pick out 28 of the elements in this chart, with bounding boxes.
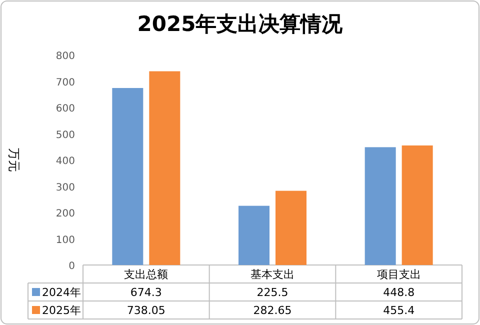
y-tick-label: 200: [56, 208, 75, 220]
legend-label: 2024年: [42, 286, 81, 299]
x-tick-label: 基本支出: [250, 268, 294, 281]
y-tick-label: 400: [56, 156, 75, 167]
bar: [238, 206, 270, 265]
y-tick-label: 600: [56, 104, 75, 114]
y-tick-label: 800: [56, 51, 75, 62]
data-label: 282.65: [253, 304, 292, 317]
bar: [276, 190, 306, 265]
data-label: 455.4: [383, 304, 415, 317]
y-tick-label: 100: [56, 234, 75, 246]
y-tick-label: 700: [56, 77, 75, 88]
bar: [364, 147, 396, 265]
bar: [149, 71, 180, 265]
y-tick-label: 300: [56, 182, 75, 194]
data-label: 448.8: [383, 286, 415, 299]
legend-label: 2025年: [42, 304, 81, 317]
x-tick-label: 项目支出: [376, 268, 421, 281]
data-label: 738.05: [126, 304, 166, 317]
y-tick-label: 500: [56, 130, 75, 141]
y-axis-title: 万元: [7, 148, 21, 172]
x-tick-label: 支出总额: [124, 268, 168, 281]
bar: [112, 88, 144, 265]
chart-title: 2025年支出决算情况: [137, 12, 344, 36]
y-tick-label: 0: [68, 261, 75, 272]
data-label: 225.5: [256, 286, 288, 299]
data-label: 674.3: [130, 286, 162, 299]
bar: [402, 145, 433, 265]
